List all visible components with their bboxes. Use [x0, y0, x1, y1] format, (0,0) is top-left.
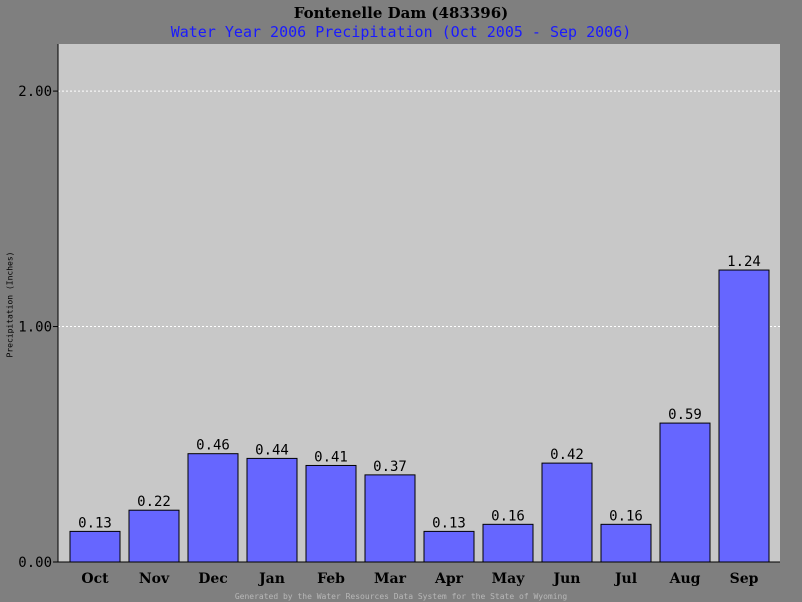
- bar: [541, 462, 593, 563]
- x-tick-label: Oct: [81, 571, 109, 587]
- data-label: 0.13: [78, 515, 112, 531]
- bar: [128, 509, 180, 563]
- bar: [305, 464, 357, 563]
- x-tick-label: Dec: [198, 571, 228, 587]
- bar: [423, 530, 475, 563]
- data-label: 0.44: [255, 442, 289, 458]
- bars: [69, 269, 770, 563]
- data-label: 0.22: [137, 494, 171, 510]
- bar: [600, 523, 652, 563]
- chart-title: Fontenelle Dam (483396): [293, 4, 509, 22]
- labels: 0.00 1.00 2.00 0.13 Oct 0.22 Nov 0.46 Dec 0.44 Jan…: [18, 84, 761, 587]
- axes: [53, 44, 780, 563]
- data-label: 0.41: [314, 449, 348, 465]
- chart-subtitle: Water Year 2006 Precipitation (Oct 2005 …: [170, 23, 632, 41]
- x-tick-label: Feb: [317, 571, 345, 587]
- data-label: 0.37: [373, 459, 407, 475]
- bar: [187, 453, 239, 563]
- bar: [482, 523, 534, 563]
- x-tick-label: Mar: [374, 571, 407, 587]
- gridlines: [58, 90, 780, 328]
- bar: [364, 474, 416, 563]
- data-label: 0.13: [432, 515, 466, 531]
- y-tick-label: 0.00: [18, 555, 52, 571]
- bar: [69, 530, 121, 563]
- x-tick-label: Jul: [613, 571, 637, 587]
- data-label: 0.16: [609, 508, 643, 524]
- data-label: 0.59: [668, 407, 702, 423]
- x-tick-label: Sep: [730, 571, 759, 587]
- x-tick-label: May: [492, 571, 526, 587]
- x-tick-label: Aug: [669, 571, 701, 587]
- x-tick-label: Jan: [257, 571, 285, 587]
- y-tick-label: 2.00: [18, 84, 52, 100]
- bar: [718, 269, 770, 563]
- bar: [659, 422, 711, 563]
- footer-credit: Generated by the Water Resources Data Sy…: [234, 592, 568, 601]
- bar: [246, 457, 298, 563]
- x-tick-label: Nov: [139, 571, 170, 587]
- data-label: 1.24: [727, 254, 761, 270]
- data-label: 0.16: [491, 508, 525, 524]
- x-tick-label: Jun: [552, 571, 581, 587]
- x-tick-label: Apr: [434, 571, 464, 587]
- y-tick-label: 1.00: [18, 320, 52, 336]
- data-label: 0.46: [196, 438, 230, 454]
- data-label: 0.42: [550, 447, 584, 463]
